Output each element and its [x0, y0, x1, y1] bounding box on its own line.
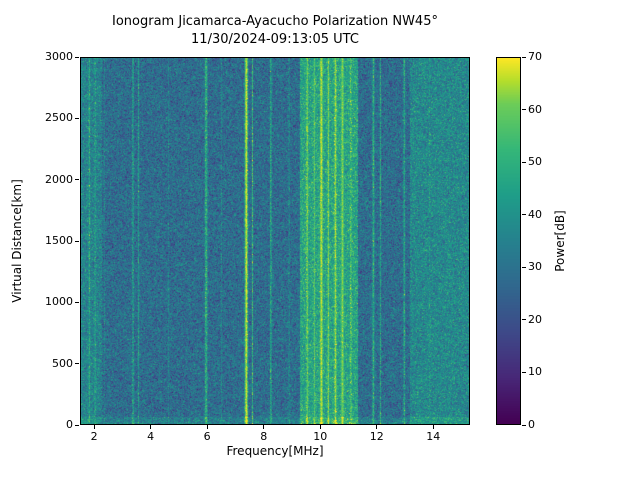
x-tick-mark [150, 425, 152, 429]
y-tick-mark [75, 363, 79, 365]
y-tick-label: 2500 [45, 111, 73, 125]
colorbar-tick-label: 60 [528, 102, 542, 116]
colorbar-tick-mark [522, 319, 526, 321]
colorbar-tick-mark [522, 161, 526, 163]
colorbar-tick-label: 20 [528, 312, 542, 326]
ionogram-canvas [81, 58, 469, 424]
x-tick-mark [263, 425, 265, 429]
colorbar-tick-mark [522, 424, 526, 426]
x-axis-label: Frequency[MHz] [226, 444, 324, 458]
x-tick-mark [93, 425, 95, 429]
colorbar-tick-label: 10 [528, 365, 542, 379]
y-tick-label: 0 [66, 418, 73, 431]
y-tick-mark [75, 179, 79, 181]
x-tick-label: 2 [90, 430, 98, 443]
plot-area [80, 57, 470, 425]
colorbar-tick-label: 50 [528, 155, 542, 169]
x-tick-label: 4 [147, 430, 155, 443]
y-tick-mark [75, 117, 79, 119]
x-tick-label: 10 [313, 430, 328, 443]
x-tick-label: 6 [203, 430, 211, 443]
colorbar-tick-mark [522, 214, 526, 216]
x-tick-mark [376, 425, 378, 429]
chart-subtitle: 11/30/2024-09:13:05 UTC [191, 32, 359, 47]
colorbar-canvas [497, 58, 520, 424]
x-tick-mark [206, 425, 208, 429]
x-tick-label: 14 [426, 430, 441, 443]
colorbar-tick-mark [522, 56, 526, 58]
y-tick-mark [75, 424, 79, 426]
colorbar-tick-mark [522, 109, 526, 111]
y-tick-label: 2000 [45, 172, 73, 186]
colorbar-tick-label: 70 [528, 50, 542, 63]
x-tick-label: 8 [260, 430, 268, 443]
colorbar-tick-label: 0 [528, 418, 535, 431]
colorbar-tick-label: 30 [528, 260, 542, 274]
chart-title: Ionogram Jicamarca-Ayacucho Polarization… [112, 14, 438, 29]
y-tick-mark [75, 301, 79, 303]
x-tick-mark [319, 425, 321, 429]
y-tick-label: 3000 [45, 50, 73, 63]
y-tick-mark [75, 240, 79, 242]
y-tick-label: 1000 [45, 295, 73, 309]
colorbar-tick-label: 40 [528, 207, 542, 221]
colorbar-tick-mark [522, 371, 526, 373]
y-tick-mark [75, 56, 79, 58]
x-tick-mark [432, 425, 434, 429]
colorbar-tick-mark [522, 266, 526, 268]
y-tick-label: 1500 [45, 234, 73, 247]
y-tick-label: 500 [52, 356, 73, 370]
y-axis-label: Virtual Distance[km] [10, 179, 24, 303]
x-tick-label: 12 [369, 430, 384, 443]
colorbar [496, 57, 521, 425]
